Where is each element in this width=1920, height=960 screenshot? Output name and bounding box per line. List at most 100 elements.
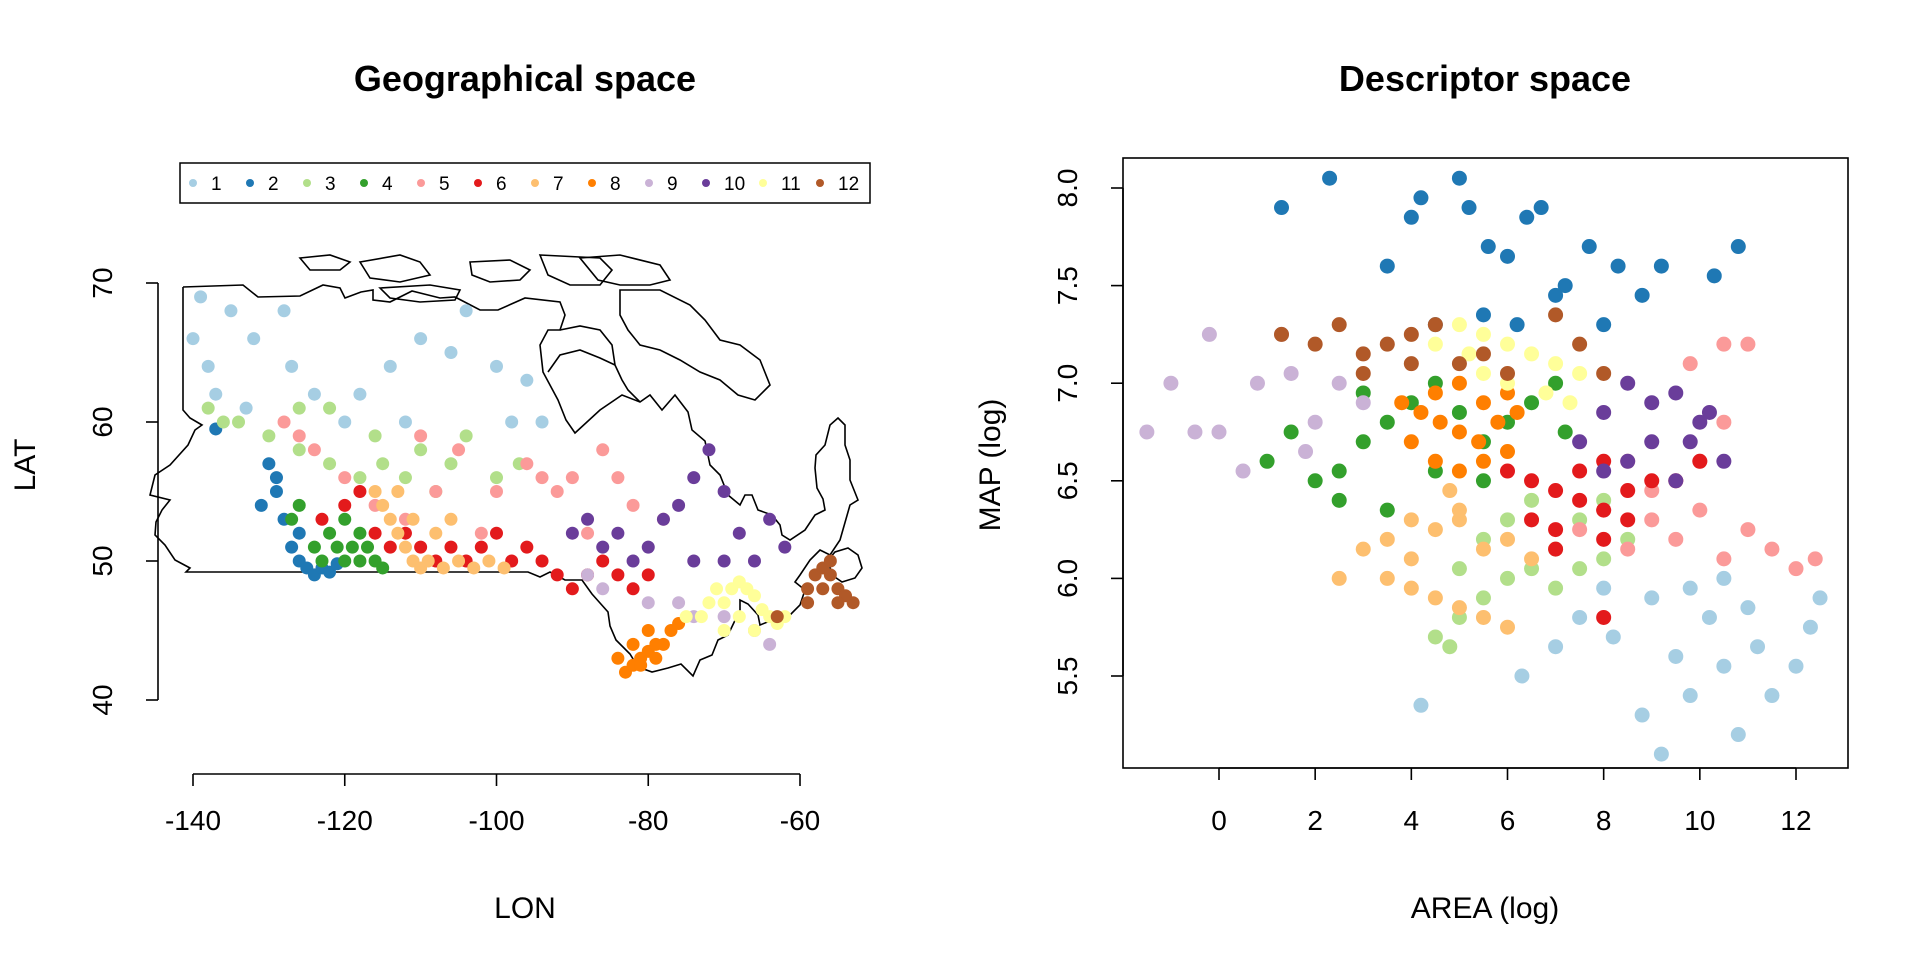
legend-marker — [189, 179, 197, 187]
geo-point-cluster-1 — [239, 401, 253, 415]
geo-point-cluster-4 — [353, 554, 367, 568]
desc-point-cluster-12 — [1403, 326, 1419, 342]
desc-x-tick-label: 8 — [1596, 805, 1612, 836]
desc-point-cluster-1 — [1802, 619, 1818, 635]
desc-point-cluster-10 — [1572, 434, 1588, 450]
geo-point-cluster-4 — [338, 512, 352, 526]
desc-point-cluster-12 — [1596, 365, 1612, 381]
desc-point-cluster-7 — [1451, 600, 1467, 616]
geo-point-cluster-5 — [581, 526, 595, 540]
desc-point-cluster-12 — [1548, 307, 1564, 323]
geo-point-cluster-11 — [717, 596, 731, 610]
geo-point-cluster-3 — [459, 429, 473, 443]
geo-point-cluster-5 — [307, 443, 321, 457]
geo-point-cluster-6 — [641, 568, 655, 582]
geo-points — [186, 290, 860, 679]
geo-point-cluster-6 — [315, 512, 329, 526]
desc-point-cluster-11 — [1538, 385, 1554, 401]
desc-point-cluster-9 — [1331, 375, 1347, 391]
desc-point-cluster-9 — [1283, 365, 1299, 381]
geo-point-cluster-5 — [565, 471, 579, 485]
desc-point-cluster-3 — [1427, 629, 1443, 645]
desc-point-cluster-2 — [1500, 248, 1515, 264]
geo-point-cluster-1 — [186, 332, 200, 346]
geo-point-cluster-11 — [747, 589, 761, 603]
desc-point-cluster-1 — [1572, 609, 1588, 625]
desc-point-cluster-12 — [1379, 336, 1395, 352]
desc-point-cluster-8 — [1475, 453, 1491, 469]
desc-point-cluster-1 — [1812, 590, 1828, 606]
geo-point-cluster-5 — [490, 485, 503, 498]
legend-marker — [588, 179, 596, 187]
geo-point-cluster-6 — [565, 582, 579, 596]
geo-point-cluster-6 — [444, 540, 458, 554]
desc-point-cluster-7 — [1427, 522, 1443, 538]
desc-point-cluster-3 — [1596, 551, 1612, 567]
desc-point-cluster-2 — [1548, 287, 1564, 303]
desc-point-cluster-8 — [1471, 434, 1487, 450]
geo-point-cluster-10 — [747, 554, 761, 568]
desc-point-cluster-12 — [1274, 326, 1290, 342]
legend-marker — [303, 179, 311, 187]
hudson-bay — [547, 325, 641, 403]
geo-point-cluster-9 — [581, 568, 595, 582]
desc-point-cluster-11 — [1475, 365, 1491, 381]
desc-point-cluster-9 — [1355, 395, 1371, 411]
desc-point-cluster-7 — [1500, 531, 1515, 547]
desc-point-cluster-5 — [1716, 414, 1732, 430]
desc-point-cluster-3 — [1500, 570, 1515, 586]
geo-point-cluster-6 — [383, 540, 397, 554]
geo-point-cluster-4 — [338, 554, 352, 568]
desc-point-cluster-6 — [1548, 483, 1564, 499]
geo-point-cluster-1 — [194, 290, 208, 304]
desc-point-cluster-4 — [1331, 463, 1347, 479]
desc-point-cluster-9 — [1187, 424, 1203, 440]
geo-point-cluster-12 — [823, 554, 837, 568]
desc-point-cluster-8 — [1500, 444, 1515, 460]
desc-x-tick-label: 6 — [1500, 805, 1516, 836]
desc-x-tick-label: 4 — [1404, 805, 1420, 836]
desc-point-cluster-5 — [1668, 531, 1684, 547]
desc-point-cluster-8 — [1475, 395, 1491, 411]
desc-point-cluster-1 — [1682, 580, 1698, 596]
geo-y-tick-label: 60 — [87, 406, 118, 437]
desc-point-cluster-6 — [1524, 473, 1540, 489]
desc-point-cluster-4 — [1475, 473, 1491, 489]
geo-point-cluster-1 — [353, 387, 367, 401]
geo-point-cluster-3 — [216, 415, 230, 429]
desc-point-cluster-2 — [1653, 258, 1669, 274]
desc-point-cluster-5 — [1620, 541, 1636, 557]
desc-point-cluster-2 — [1413, 190, 1429, 206]
geo-point-cluster-10 — [672, 498, 686, 512]
geo-legend: 1 2 3 4 5 6 7 8 9 10 11 12 — [179, 162, 871, 204]
desc-point-cluster-8 — [1413, 404, 1429, 420]
desc-title: Descriptor space — [1339, 58, 1631, 99]
geo-point-cluster-9 — [672, 596, 686, 610]
desc-y-tick-label: 7.0 — [1052, 364, 1083, 403]
desc-point-cluster-5 — [1644, 512, 1660, 528]
desc-y-ticks: 5.5 6.0 6.5 7.0 7.5 8.0 — [1052, 169, 1123, 695]
geo-point-cluster-1 — [285, 359, 299, 373]
desc-point-cluster-4 — [1379, 502, 1395, 518]
desc-point-cluster-4 — [1524, 395, 1540, 411]
geo-point-cluster-5 — [292, 429, 306, 443]
desc-point-cluster-1 — [1605, 629, 1621, 645]
geo-point-cluster-8 — [656, 637, 670, 651]
geo-point-cluster-10 — [732, 526, 746, 540]
geo-point-cluster-10 — [763, 512, 777, 526]
geo-point-cluster-9 — [641, 596, 655, 610]
geo-point-cluster-1 — [338, 415, 352, 429]
desc-y-tick-label: 6.5 — [1052, 461, 1083, 500]
desc-point-cluster-2 — [1581, 239, 1597, 255]
desc-point-cluster-12 — [1500, 365, 1515, 381]
desc-point-cluster-7 — [1403, 512, 1419, 528]
desc-point-cluster-1 — [1716, 570, 1732, 586]
desc-point-cluster-5 — [1740, 336, 1756, 352]
geo-point-cluster-12 — [770, 610, 784, 624]
geo-point-cluster-7 — [482, 554, 496, 568]
desc-point-cluster-7 — [1524, 551, 1540, 567]
geo-y-tick-label: 50 — [87, 545, 118, 576]
desc-point-cluster-8 — [1451, 424, 1467, 440]
desc-point-cluster-9 — [1249, 375, 1265, 391]
geo-point-cluster-7 — [429, 526, 443, 540]
